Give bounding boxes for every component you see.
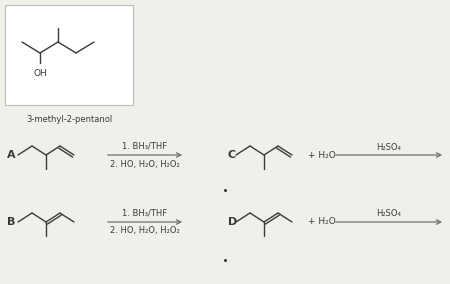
- Text: H₂SO₄: H₂SO₄: [377, 210, 401, 218]
- Text: OH: OH: [33, 69, 47, 78]
- Text: B: B: [7, 217, 15, 227]
- Text: 3-methyl-2-pentanol: 3-methyl-2-pentanol: [26, 115, 112, 124]
- Text: D: D: [228, 217, 237, 227]
- Text: 2. HO, H₂O, H₂O₂: 2. HO, H₂O, H₂O₂: [110, 227, 180, 235]
- Text: 2. HO, H₂O, H₂O₂: 2. HO, H₂O, H₂O₂: [110, 160, 180, 168]
- Text: C: C: [228, 150, 236, 160]
- Text: A: A: [7, 150, 16, 160]
- Text: + H₂O: + H₂O: [308, 151, 336, 160]
- Bar: [5, 5, 133, 105]
- Text: 1. BH₃/THF: 1. BH₃/THF: [122, 208, 167, 218]
- Text: 1. BH₃/THF: 1. BH₃/THF: [122, 141, 167, 151]
- Text: H₂SO₄: H₂SO₄: [377, 143, 401, 151]
- Text: + H₂O: + H₂O: [308, 218, 336, 227]
